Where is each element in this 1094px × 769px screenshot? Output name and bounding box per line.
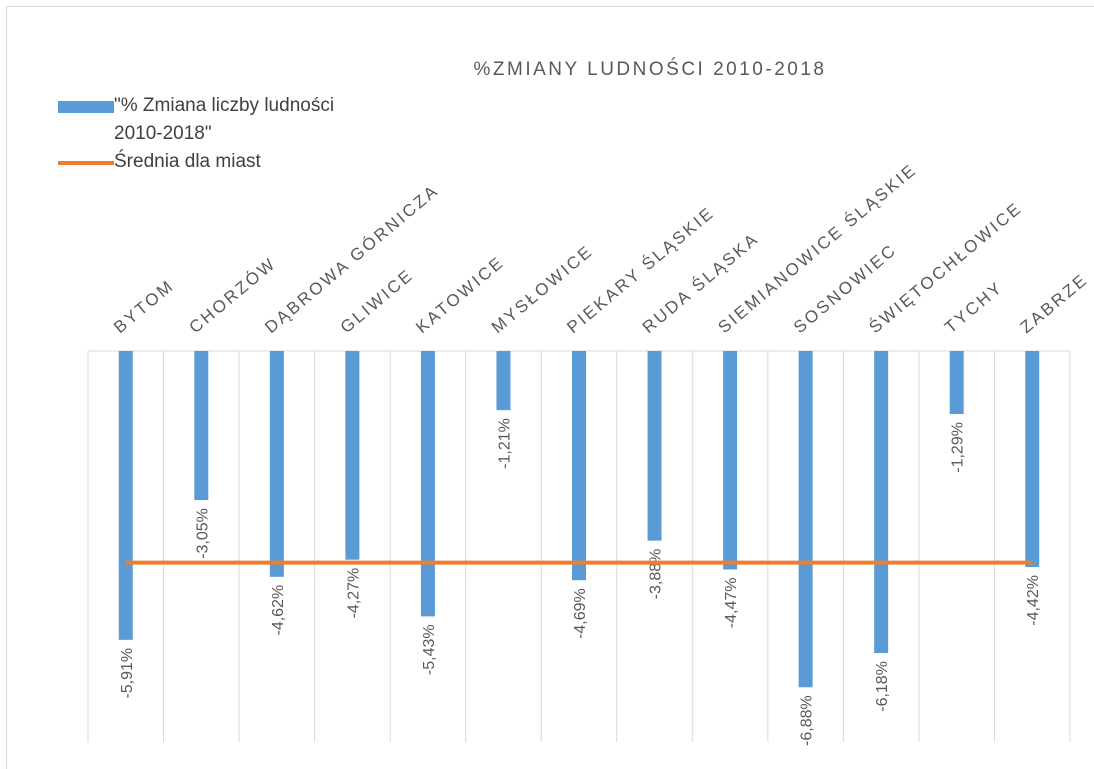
data-label: -3,05% bbox=[194, 508, 211, 559]
data-label: -4,47% bbox=[723, 577, 740, 628]
bar bbox=[723, 351, 738, 570]
data-label: -6,88% bbox=[799, 695, 816, 746]
data-label: -4,62% bbox=[270, 585, 287, 636]
legend: "% Zmiana liczby ludności 2010-2018" Śred… bbox=[58, 92, 378, 176]
data-label: -4,42% bbox=[1025, 575, 1042, 626]
legend-item: Średnia dla miast bbox=[58, 148, 378, 176]
data-label: -1,29% bbox=[950, 422, 967, 473]
bar bbox=[118, 351, 133, 640]
data-label: -5,43% bbox=[421, 624, 438, 675]
legend-swatch bbox=[58, 101, 114, 113]
bar bbox=[572, 351, 586, 581]
legend-label: "% Zmiana liczby ludności 2010-2018" bbox=[114, 95, 335, 144]
chart-border bbox=[6, 6, 1094, 769]
data-label: -4,69% bbox=[572, 588, 589, 639]
bar bbox=[420, 351, 435, 617]
bar bbox=[269, 351, 284, 577]
data-label: -1,21% bbox=[496, 418, 513, 469]
chart-title: %ZMIANY LUDNOŚCI 2010-2018 bbox=[474, 58, 827, 80]
x-tick-label: ZABRZE bbox=[1017, 270, 1092, 337]
x-tick-label: TYCHY bbox=[941, 277, 1007, 337]
bar bbox=[496, 351, 511, 411]
bar bbox=[874, 351, 889, 654]
x-tick-label: PIEKARY ŚLĄSKIE bbox=[563, 203, 718, 337]
bar bbox=[647, 351, 662, 541]
legend-label: Średnia dla miast bbox=[114, 151, 261, 172]
bar bbox=[345, 351, 360, 560]
data-label: -4,27% bbox=[345, 568, 362, 619]
x-tick-label: GLIWICE bbox=[337, 265, 418, 337]
data-label: -6,18% bbox=[874, 661, 891, 712]
legend-swatch bbox=[58, 161, 114, 165]
x-tick-label: BYTOM bbox=[110, 276, 178, 337]
x-tick-label: ŚWIĘTOCHŁOWICE bbox=[866, 198, 1026, 337]
bar bbox=[1025, 351, 1040, 568]
data-label: -5,91% bbox=[119, 648, 136, 699]
bar bbox=[949, 351, 964, 415]
bar bbox=[798, 351, 813, 688]
legend-item: "% Zmiana liczby ludności 2010-2018" bbox=[58, 92, 378, 148]
bar bbox=[194, 351, 209, 501]
data-label: -3,88% bbox=[648, 549, 665, 600]
